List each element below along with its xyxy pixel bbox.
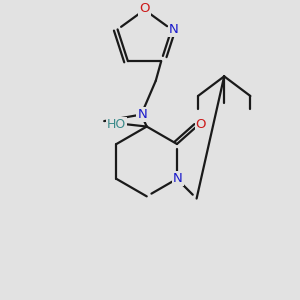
Text: N: N (169, 23, 178, 36)
Text: O: O (139, 2, 150, 15)
Text: HO: HO (106, 118, 126, 131)
Text: N: N (137, 108, 147, 121)
Text: N: N (173, 172, 183, 185)
Text: O: O (196, 118, 206, 131)
